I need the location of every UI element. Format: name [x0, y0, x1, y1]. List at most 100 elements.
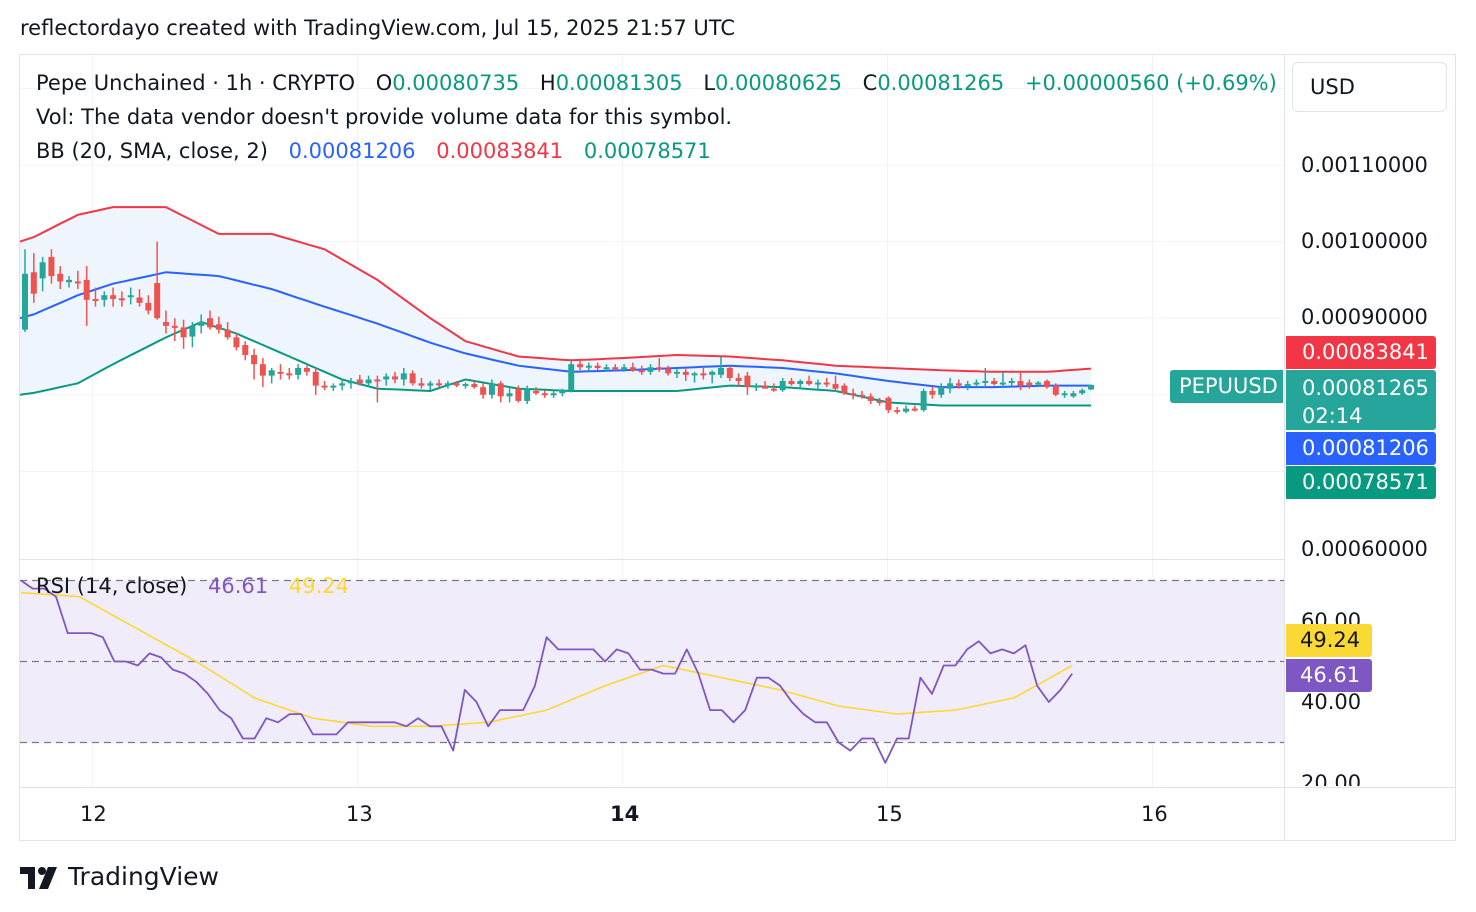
currency-selector[interactable]: USD	[1292, 62, 1447, 112]
candle-body	[436, 383, 443, 386]
candle-body	[286, 373, 293, 376]
candle-body	[57, 273, 64, 282]
symbol-tag[interactable]: PEPUUSD	[1170, 370, 1283, 403]
bb-lower-value: 0.00078571	[583, 139, 711, 163]
candle-body	[312, 371, 319, 386]
candle-body	[947, 383, 954, 389]
candle-body	[938, 387, 945, 395]
rsi-ma-tag: 49.24	[1286, 624, 1372, 657]
candle-body	[814, 382, 821, 385]
price-tick: 0.00100000	[1301, 229, 1428, 253]
candle-body	[427, 383, 434, 386]
candle-body	[162, 322, 169, 326]
candle-body	[770, 388, 777, 391]
candle-body	[321, 385, 328, 388]
candle-body	[277, 371, 284, 374]
candle-body	[823, 382, 830, 385]
time-tick: 15	[876, 802, 903, 826]
price-tick: 0.00090000	[1301, 305, 1428, 329]
close-value: 0.00081265	[877, 71, 1005, 95]
high-label: H	[539, 71, 556, 95]
candle-body	[127, 295, 134, 298]
candle-body	[101, 295, 108, 300]
candle-body	[409, 373, 416, 384]
candle-body	[753, 385, 760, 388]
candle-body	[841, 385, 848, 394]
candle-body	[418, 383, 425, 386]
candle-body	[665, 368, 672, 374]
bollinger-band-layer	[19, 206, 1092, 407]
rsi-ma-value: 49.24	[288, 574, 349, 598]
rsi-label: RSI (14, close)	[36, 574, 188, 598]
change-value: +0.00000560 (+0.69%)	[1024, 71, 1277, 95]
candle-body	[568, 364, 575, 391]
bb-upper-line	[19, 206, 1092, 373]
bb-upper-tag: 0.00083841	[1286, 336, 1436, 369]
time-tick: 13	[346, 802, 373, 826]
candle-body	[762, 385, 769, 389]
candle-body	[867, 396, 874, 401]
candle-body	[488, 383, 495, 395]
candle-body	[673, 371, 680, 374]
candle-body	[999, 382, 1006, 385]
bb-upper-value: 0.00083841	[436, 139, 564, 163]
candle-body	[806, 381, 813, 385]
rsi-tick-clip: 20.00	[1286, 772, 1456, 786]
chart-attribution: reflectordayo created with TradingView.c…	[20, 16, 736, 40]
candle-body	[717, 367, 724, 375]
candle-body	[330, 385, 337, 388]
bb-legend[interactable]: BB (20, SMA, close, 2) 0.00081206 0.0008…	[36, 139, 711, 163]
candle-body	[444, 383, 451, 386]
candle-body	[885, 397, 892, 411]
candle-body	[207, 318, 214, 328]
price-tick: 0.00110000	[1301, 153, 1428, 177]
candle-body	[858, 394, 865, 397]
candle-body	[83, 279, 90, 300]
candle-body	[497, 383, 504, 397]
candle-body	[453, 383, 460, 386]
candle-body	[682, 371, 689, 375]
rsi-legend[interactable]: RSI (14, close) 46.61 49.24	[36, 574, 349, 598]
candle-body	[506, 393, 513, 397]
time-tick: 14	[610, 802, 640, 826]
candle-body	[524, 388, 531, 401]
bb-basis-value: 0.00081206	[288, 139, 416, 163]
price-tick-clip: 0.00060000	[1286, 540, 1456, 556]
candle-body	[638, 370, 645, 373]
symbol-label[interactable]: Pepe Unchained · 1h · CRYPTO	[36, 71, 356, 95]
candle-body	[629, 367, 636, 371]
close-label: C	[862, 71, 878, 95]
bb-fill	[20, 207, 1091, 406]
candle-body	[656, 367, 663, 370]
rsi-tag: 46.61	[1286, 659, 1372, 692]
candle-body	[1035, 382, 1042, 385]
candle-body	[797, 381, 804, 385]
candle-body	[621, 367, 628, 370]
candle-body	[532, 390, 539, 394]
candle-body	[471, 384, 478, 388]
candle-body	[233, 337, 240, 348]
candle-body	[920, 390, 927, 411]
candle-body	[171, 325, 178, 328]
price-tick: 0.00060000	[1301, 540, 1428, 556]
candle-body	[744, 375, 751, 388]
candle-body	[251, 354, 258, 365]
low-label: L	[703, 71, 716, 95]
candle-body	[118, 298, 125, 301]
candle-body	[603, 367, 610, 370]
candle-body	[964, 384, 971, 387]
candle-body	[788, 381, 795, 385]
low-value: 0.00080625	[715, 71, 842, 95]
candle-body	[356, 379, 363, 384]
candle-body	[259, 364, 266, 376]
candle-body	[1088, 384, 1095, 390]
candle-body	[894, 410, 901, 413]
candle-body	[700, 373, 707, 376]
tradingview-logo[interactable]: TradingView	[20, 862, 219, 891]
rsi-layer	[20, 579, 1284, 764]
candle-body	[982, 381, 989, 384]
candle-body	[480, 387, 487, 395]
candle-body	[295, 367, 302, 375]
candlestick-layer	[22, 241, 1095, 414]
